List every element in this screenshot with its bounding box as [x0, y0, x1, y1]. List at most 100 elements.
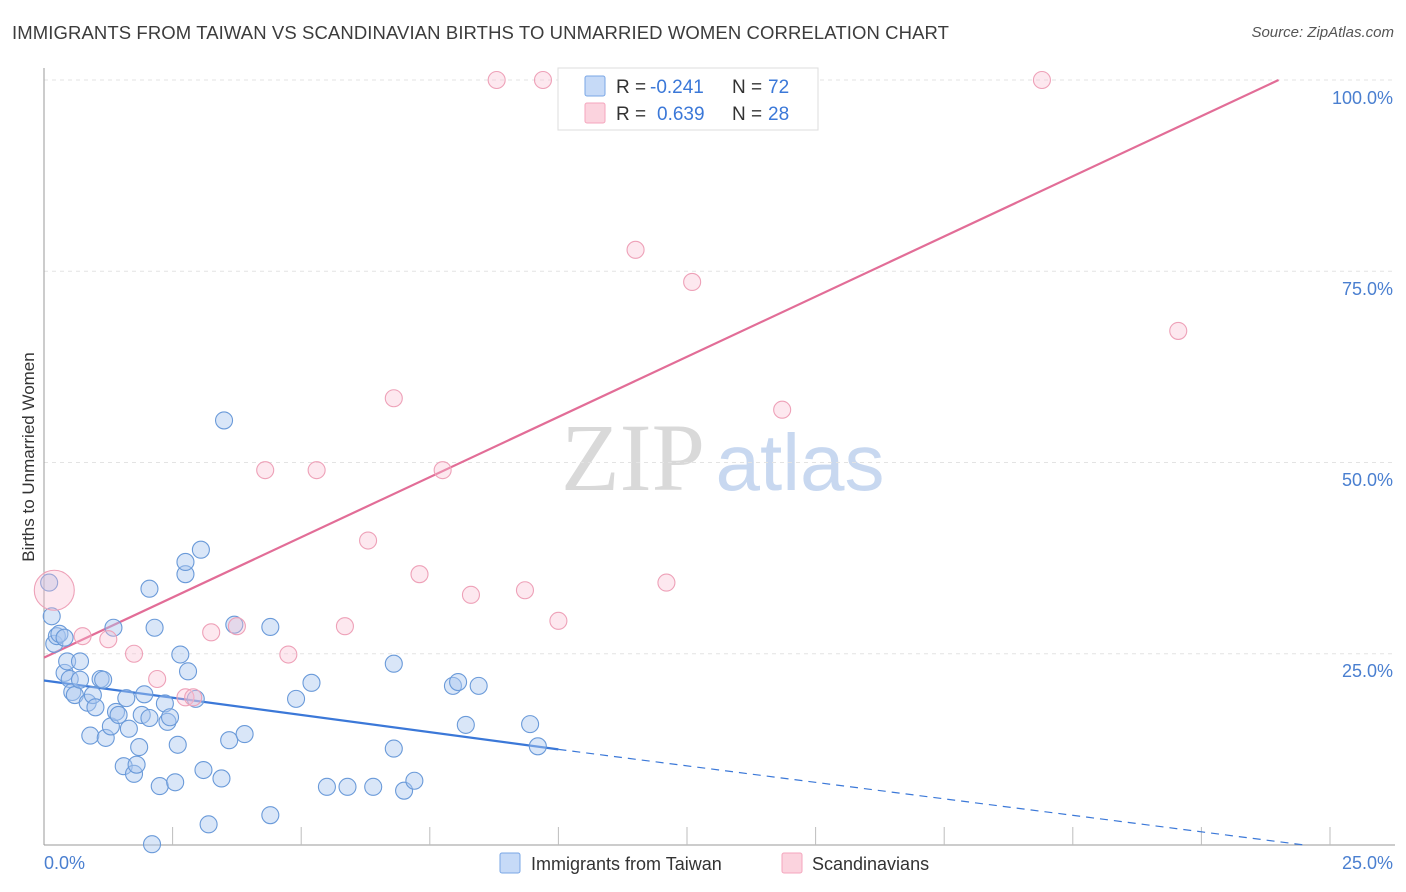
point-taiwan-59	[338, 777, 357, 796]
legend-swatch-scandinavians	[781, 852, 803, 874]
stats-n-label-taiwan: N =	[732, 77, 762, 98]
point-taiwan-23	[109, 705, 128, 725]
point-scandinavians-20	[549, 611, 568, 630]
point-taiwan-64	[405, 771, 424, 790]
point-taiwan-39	[166, 773, 185, 792]
stats-r-value-scandinavians: 0.639	[657, 104, 705, 125]
point-scandinavians-3	[124, 644, 144, 663]
point-scandinavians-0	[33, 569, 75, 611]
legend-label-taiwan: Immigrants from Taiwan	[531, 854, 722, 874]
point-scandinavians-5	[176, 688, 195, 707]
stats-r-value-taiwan: -0.241	[650, 77, 704, 98]
point-taiwan-71	[142, 835, 162, 854]
y-tick-label-25: 25.0%	[1342, 661, 1393, 681]
point-taiwan-21	[104, 618, 123, 637]
point-scandinavians-4	[148, 669, 167, 689]
point-scandinavians-18	[515, 581, 535, 600]
point-taiwan-46	[191, 540, 210, 559]
point-taiwan-7	[58, 652, 77, 671]
stats-box: R = -0.241 N = 72 R = 0.639 N = 28	[557, 67, 819, 131]
stats-n-value-scandinavians: 28	[768, 104, 789, 125]
point-taiwan-69	[521, 715, 540, 734]
point-scandinavians-11	[335, 617, 354, 636]
point-taiwan-58	[317, 777, 336, 796]
point-scandinavians-27	[184, 688, 203, 707]
data-points	[33, 70, 1188, 854]
point-taiwan-29	[130, 738, 149, 757]
legend-swatch-taiwan	[499, 852, 521, 874]
point-taiwan-28	[127, 755, 146, 774]
point-taiwan-55	[261, 806, 280, 825]
point-taiwan-41	[171, 645, 190, 664]
point-taiwan-61	[384, 654, 403, 673]
point-taiwan-48	[199, 815, 218, 834]
point-scandinavians-9	[279, 645, 298, 664]
point-taiwan-11	[70, 652, 90, 671]
point-taiwan-3	[47, 627, 66, 646]
point-scandinavians-25	[1032, 70, 1051, 90]
point-scandinavians-1	[73, 627, 92, 646]
point-taiwan-53	[235, 725, 254, 744]
point-taiwan-35	[150, 777, 169, 796]
point-taiwan-51	[220, 731, 239, 750]
chart-title: IMMIGRANTS FROM TAIWAN VS SCANDINAVIAN B…	[12, 22, 950, 43]
point-scandinavians-13	[384, 389, 403, 408]
point-taiwan-18	[94, 670, 113, 689]
stats-r-label-scandinavians: R =	[616, 104, 646, 125]
gridlines	[44, 79, 1395, 655]
point-scandinavians-8	[256, 461, 275, 480]
point-scandinavians-22	[657, 573, 676, 592]
point-scandinavians-7	[227, 617, 246, 636]
point-scandinavians-15	[433, 461, 452, 480]
point-scandinavians-23	[683, 272, 702, 292]
point-taiwan-12	[70, 670, 90, 689]
point-taiwan-16	[86, 698, 105, 717]
point-taiwan-36	[155, 694, 174, 713]
x-axis-ticks	[172, 827, 1331, 845]
point-scandinavians-19	[533, 70, 553, 90]
y-tick-label-100: 100.0%	[1332, 88, 1393, 108]
point-taiwan-66	[449, 673, 468, 692]
point-taiwan-14	[81, 726, 100, 745]
point-taiwan-26	[119, 719, 138, 738]
stats-n-value-taiwan: 72	[768, 77, 789, 98]
y-axis-title: Births to Unmarried Women	[19, 352, 38, 561]
y-tick-label-75: 75.0%	[1342, 279, 1393, 299]
point-taiwan-1	[42, 607, 61, 626]
point-taiwan-60	[364, 777, 383, 796]
stats-n-label-scandinavians: N =	[732, 104, 762, 125]
trend-line-scandinavians	[43, 79, 1280, 659]
point-taiwan-70	[528, 737, 547, 756]
point-scandinavians-2	[99, 630, 118, 649]
point-taiwan-32	[140, 708, 159, 728]
point-taiwan-38	[160, 708, 180, 727]
point-taiwan-31	[135, 685, 154, 704]
trend-line-taiwan-extension	[558, 748, 1305, 846]
point-taiwan-6	[55, 628, 74, 647]
point-taiwan-25	[117, 689, 136, 708]
point-taiwan-47	[194, 760, 213, 780]
source-credit: Source: ZipAtlas.com	[1251, 24, 1394, 41]
point-taiwan-57	[302, 673, 321, 692]
point-taiwan-0	[40, 573, 59, 592]
point-taiwan-54	[261, 617, 280, 637]
point-scandinavians-14	[410, 565, 429, 584]
point-scandinavians-21	[626, 240, 645, 259]
point-taiwan-34	[145, 618, 164, 637]
watermark: ZIP atlas	[561, 404, 884, 511]
stats-swatch-taiwan	[584, 75, 606, 97]
point-taiwan-44	[178, 662, 198, 681]
point-scandinavians-17	[487, 70, 506, 90]
point-scandinavians-12	[359, 531, 378, 550]
point-scandinavians-24	[773, 400, 792, 419]
stats-r-label-taiwan: R =	[616, 77, 646, 98]
point-taiwan-62	[384, 739, 403, 758]
trend-line-taiwan	[43, 679, 559, 751]
point-taiwan-56	[287, 689, 306, 708]
trend-lines	[43, 79, 1305, 846]
point-scandinavians-10	[307, 461, 326, 480]
point-taiwan-22	[106, 702, 126, 721]
point-scandinavians-16	[461, 585, 481, 604]
point-taiwan-68	[469, 676, 488, 695]
